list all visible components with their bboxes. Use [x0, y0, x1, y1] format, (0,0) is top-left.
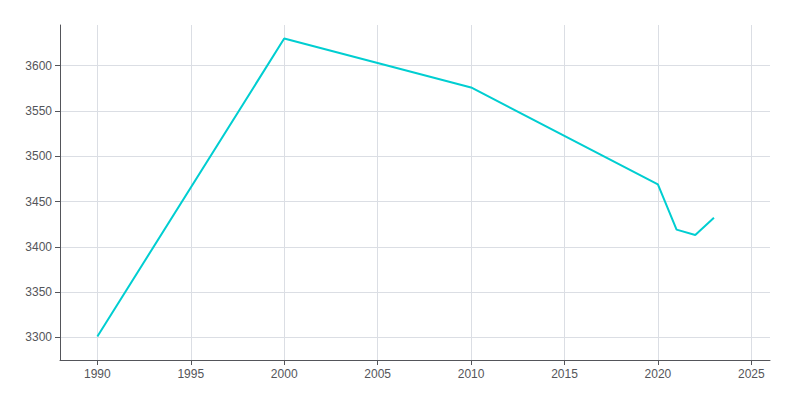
svg-text:2010: 2010: [458, 367, 485, 381]
svg-text:1990: 1990: [84, 367, 111, 381]
svg-text:3400: 3400: [25, 240, 52, 254]
svg-text:3300: 3300: [25, 330, 52, 344]
svg-text:3600: 3600: [25, 59, 52, 73]
svg-text:3450: 3450: [25, 195, 52, 209]
svg-text:3550: 3550: [25, 104, 52, 118]
svg-text:2015: 2015: [551, 367, 578, 381]
svg-text:2000: 2000: [271, 367, 298, 381]
svg-text:2020: 2020: [645, 367, 672, 381]
svg-text:3350: 3350: [25, 285, 52, 299]
svg-text:2025: 2025: [738, 367, 765, 381]
svg-text:2005: 2005: [364, 367, 391, 381]
svg-text:1995: 1995: [177, 367, 204, 381]
svg-text:3500: 3500: [25, 149, 52, 163]
